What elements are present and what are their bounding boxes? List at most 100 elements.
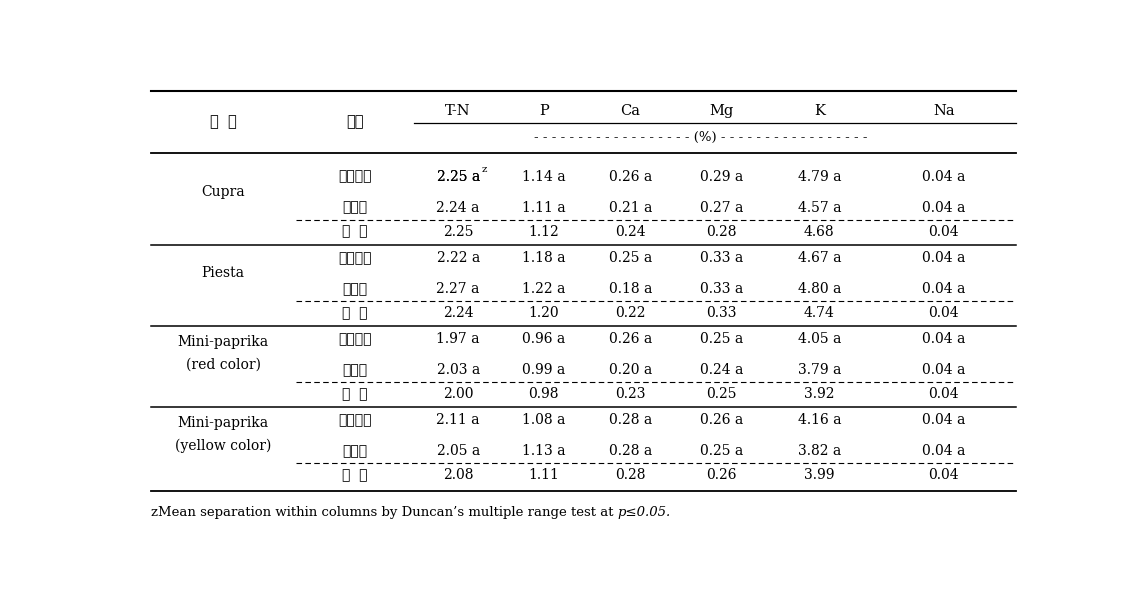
Text: 1.08 a: 1.08 a [522, 413, 566, 427]
Text: 0.04 a: 0.04 a [922, 444, 965, 458]
Text: Na: Na [933, 104, 955, 118]
Text: 0.18 a: 0.18 a [609, 282, 652, 296]
Text: 0.27 a: 0.27 a [700, 201, 743, 215]
Text: zMean separation within columns by Duncan’s multiple range test at: zMean separation within columns by Dunca… [151, 506, 617, 519]
Text: z: z [482, 165, 486, 174]
Text: 0.33: 0.33 [706, 306, 737, 320]
Text: 1.97 a: 1.97 a [437, 332, 480, 346]
Text: 0.33 a: 0.33 a [700, 282, 743, 296]
Text: 4.67 a: 4.67 a [797, 251, 841, 265]
Text: 품  종: 품 종 [210, 114, 236, 129]
Text: 4.05 a: 4.05 a [797, 332, 841, 346]
Text: Ca: Ca [620, 104, 641, 118]
Text: 2.11 a: 2.11 a [437, 413, 480, 427]
Text: 2.08: 2.08 [443, 468, 473, 482]
Text: 포그냉방: 포그냉방 [338, 413, 372, 427]
Text: 2.00: 2.00 [443, 387, 473, 401]
Text: 0.04 a: 0.04 a [922, 201, 965, 215]
Text: 2.24: 2.24 [442, 306, 474, 320]
Text: 0.26 a: 0.26 a [700, 413, 743, 427]
Text: 1.11 a: 1.11 a [522, 201, 566, 215]
Text: 4.16 a: 4.16 a [797, 413, 841, 427]
Text: P: P [539, 104, 549, 118]
Text: 1.18 a: 1.18 a [522, 251, 566, 265]
Text: 0.04 a: 0.04 a [922, 251, 965, 265]
Text: 2.05 a: 2.05 a [437, 444, 480, 458]
Text: (yellow color): (yellow color) [175, 438, 271, 453]
Text: 0.04: 0.04 [929, 468, 959, 482]
Text: 0.25 a: 0.25 a [609, 251, 652, 265]
Text: 1.12: 1.12 [528, 225, 559, 238]
Text: 1.22 a: 1.22 a [522, 282, 566, 296]
Text: 평  균: 평 균 [342, 387, 367, 401]
Text: 평  균: 평 균 [342, 306, 367, 320]
Text: 포그냉방: 포그냉방 [338, 251, 372, 265]
Text: 0.25: 0.25 [706, 387, 737, 401]
Text: 0.25 a: 0.25 a [700, 444, 743, 458]
Text: 0.21 a: 0.21 a [609, 201, 652, 215]
Text: 0.20 a: 0.20 a [609, 363, 652, 377]
Text: Mini-paprika: Mini-paprika [178, 416, 269, 430]
Text: 3.92: 3.92 [804, 387, 835, 401]
Text: 2.25 a: 2.25 a [437, 170, 480, 183]
Text: 0.28: 0.28 [615, 468, 645, 482]
Text: 2.03 a: 2.03 a [437, 363, 480, 377]
Text: 0.28: 0.28 [706, 225, 737, 238]
Text: 평  균: 평 균 [342, 468, 367, 482]
Text: - - - - - - - - - - - - - - - - - - (%) - - - - - - - - - - - - - - - - -: - - - - - - - - - - - - - - - - - - (%) … [534, 131, 868, 144]
Text: 2.25 a: 2.25 a [437, 170, 480, 183]
Text: Mg: Mg [709, 104, 734, 118]
Text: 0.04: 0.04 [929, 387, 959, 401]
Text: 0.04: 0.04 [929, 225, 959, 238]
Text: Mini-paprika: Mini-paprika [178, 335, 269, 349]
Text: 대조구: 대조구 [342, 363, 367, 377]
Text: 0.04 a: 0.04 a [922, 282, 965, 296]
Text: 3.82 a: 3.82 a [797, 444, 841, 458]
Text: 0.22: 0.22 [615, 306, 645, 320]
Text: p≤0.05.: p≤0.05. [617, 506, 670, 519]
Text: 0.28 a: 0.28 a [609, 444, 652, 458]
Text: K: K [814, 104, 824, 118]
Text: 2.25: 2.25 [443, 225, 473, 238]
Text: 4.74: 4.74 [804, 306, 835, 320]
Text: (red color): (red color) [186, 358, 261, 372]
Text: 포그냉방: 포그냉방 [338, 170, 372, 183]
Text: 대조구: 대조구 [342, 282, 367, 296]
Text: Piesta: Piesta [202, 266, 245, 280]
Text: 0.26: 0.26 [706, 468, 737, 482]
Text: 2.27 a: 2.27 a [437, 282, 480, 296]
Text: 0.26 a: 0.26 a [609, 170, 652, 183]
Text: 1.11: 1.11 [528, 468, 559, 482]
Text: 3.99: 3.99 [804, 468, 835, 482]
Text: 0.04 a: 0.04 a [922, 332, 965, 346]
Text: 0.04 a: 0.04 a [922, 363, 965, 377]
Text: 0.29 a: 0.29 a [700, 170, 743, 183]
Text: 0.33 a: 0.33 a [700, 251, 743, 265]
Text: 대조구: 대조구 [342, 444, 367, 458]
Text: 4.79 a: 4.79 a [797, 170, 841, 183]
Text: T-N: T-N [446, 104, 471, 118]
Text: 4.68: 4.68 [804, 225, 835, 238]
Text: 0.04 a: 0.04 a [922, 170, 965, 183]
Text: 1.13 a: 1.13 a [522, 444, 566, 458]
Text: 0.26 a: 0.26 a [609, 332, 652, 346]
Text: 0.99 a: 0.99 a [522, 363, 566, 377]
Text: 1.14 a: 1.14 a [522, 170, 566, 183]
Text: 0.25 a: 0.25 a [700, 332, 743, 346]
Text: 2.22 a: 2.22 a [437, 251, 480, 265]
Text: 3.79 a: 3.79 a [797, 363, 841, 377]
Text: 0.23: 0.23 [615, 387, 645, 401]
Text: 0.96 a: 0.96 a [522, 332, 566, 346]
Text: 0.24: 0.24 [615, 225, 645, 238]
Text: 4.57 a: 4.57 a [797, 201, 841, 215]
Text: 포그냉방: 포그냉방 [338, 332, 372, 346]
Text: 2.24 a: 2.24 a [437, 201, 480, 215]
Text: 1.20: 1.20 [528, 306, 559, 320]
Text: 0.04: 0.04 [929, 306, 959, 320]
Text: 0.28 a: 0.28 a [609, 413, 652, 427]
Text: Cupra: Cupra [201, 185, 245, 199]
Text: 0.98: 0.98 [528, 387, 559, 401]
Text: 평  균: 평 균 [342, 225, 367, 238]
Text: 0.24 a: 0.24 a [700, 363, 743, 377]
Text: 처리: 처리 [346, 114, 364, 129]
